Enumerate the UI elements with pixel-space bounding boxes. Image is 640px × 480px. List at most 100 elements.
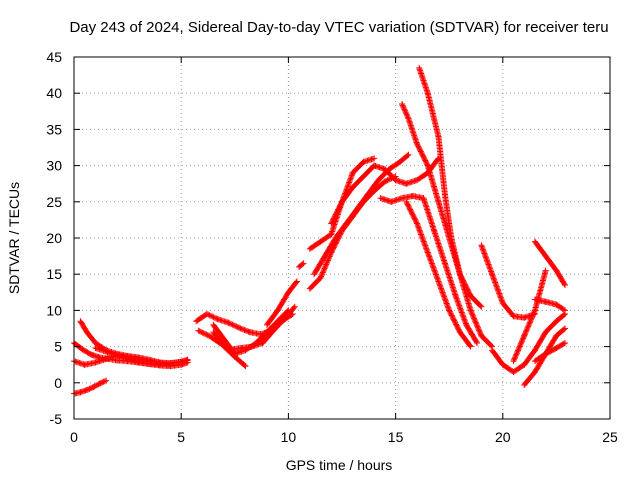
- data-point: [421, 239, 428, 246]
- series-arc-r: [416, 64, 485, 310]
- data-point: [330, 216, 337, 223]
- data-point: [560, 326, 567, 333]
- data-point: [516, 343, 523, 350]
- data-point: [490, 275, 497, 282]
- data-point: [337, 202, 344, 209]
- data-point: [481, 251, 488, 258]
- data-point: [90, 384, 97, 391]
- data-point: [530, 310, 537, 317]
- data-point: [488, 342, 495, 349]
- data-point: [421, 156, 428, 163]
- data-point: [405, 151, 412, 158]
- data-point: [291, 303, 298, 310]
- data-point: [323, 260, 330, 267]
- data-point: [199, 329, 206, 336]
- data-point: [195, 327, 202, 334]
- data-point: [230, 322, 237, 329]
- data-point: [431, 267, 438, 274]
- data-point: [415, 143, 422, 150]
- data-point: [319, 270, 326, 277]
- data-point: [213, 315, 220, 322]
- data-point: [448, 311, 455, 318]
- series-arc-k: [296, 260, 307, 270]
- data-point: [290, 304, 297, 311]
- data-point: [453, 294, 460, 301]
- data-point: [561, 325, 568, 332]
- data-point: [471, 315, 478, 322]
- data-point: [333, 209, 340, 216]
- data-point: [237, 325, 244, 332]
- data-point: [371, 155, 378, 162]
- data-point: [240, 326, 247, 333]
- x-tick-label: 15: [388, 429, 404, 445]
- data-point: [444, 301, 451, 308]
- series-arc-t: [478, 242, 538, 321]
- data-point: [447, 309, 454, 316]
- data-point: [489, 272, 496, 279]
- data-point: [417, 148, 424, 155]
- data-point: [418, 149, 425, 156]
- data-point: [415, 224, 422, 231]
- data-point: [455, 326, 462, 333]
- data-point: [320, 266, 327, 273]
- data-point: [476, 328, 483, 335]
- data-point: [468, 308, 475, 315]
- data-point: [317, 274, 324, 281]
- data-point: [484, 260, 491, 267]
- data-point: [442, 296, 449, 303]
- data-point: [410, 212, 417, 219]
- data-point: [465, 289, 472, 296]
- data-point: [483, 257, 490, 264]
- data-point: [518, 339, 525, 346]
- data-point: [519, 336, 526, 343]
- data-point: [513, 351, 520, 358]
- data-point: [423, 160, 430, 167]
- series-arc-w: [521, 325, 568, 388]
- data-point: [492, 280, 499, 287]
- data-point: [462, 319, 469, 326]
- data-point: [410, 214, 417, 221]
- data-point: [403, 200, 410, 207]
- data-point: [489, 271, 496, 278]
- data-point: [440, 290, 447, 297]
- data-point: [512, 354, 519, 361]
- data-point: [421, 241, 428, 248]
- data-point: [242, 363, 249, 370]
- data-point: [462, 320, 469, 327]
- data-point: [348, 173, 355, 180]
- data-point: [486, 264, 493, 271]
- data-point: [325, 256, 332, 263]
- data-point: [318, 272, 325, 279]
- data-point: [459, 310, 466, 317]
- data-point: [510, 358, 517, 365]
- data-point: [384, 177, 391, 184]
- data-point: [451, 317, 458, 324]
- data-point: [490, 273, 497, 280]
- data-point: [400, 105, 407, 112]
- y-tick-label: 0: [54, 375, 62, 391]
- data-point: [284, 308, 291, 315]
- data-point: [203, 311, 210, 318]
- data-point: [433, 272, 440, 279]
- data-point: [495, 289, 502, 296]
- data-point: [529, 312, 536, 319]
- data-point: [456, 303, 463, 310]
- data-point: [459, 276, 466, 283]
- data-point: [96, 380, 103, 387]
- data-point: [522, 330, 529, 337]
- data-point: [438, 286, 445, 293]
- data-point: [413, 219, 420, 226]
- data-point: [441, 294, 448, 301]
- data-point: [479, 244, 486, 251]
- data-point: [491, 276, 498, 283]
- data-point: [433, 274, 440, 281]
- data-point: [516, 344, 523, 351]
- data-point: [518, 338, 525, 345]
- data-point: [457, 305, 464, 312]
- data-point: [542, 267, 549, 274]
- data-point: [498, 296, 505, 303]
- series-arc-n: [311, 151, 412, 278]
- data-point: [520, 335, 527, 342]
- data-point: [203, 331, 210, 338]
- data-point: [530, 311, 537, 318]
